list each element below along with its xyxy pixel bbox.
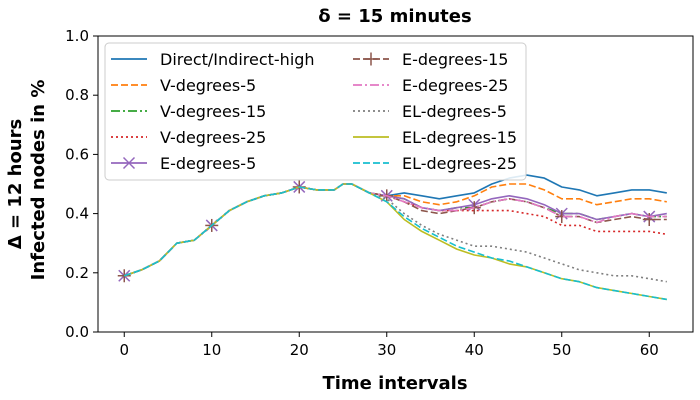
y-tick-label: 0.2 xyxy=(65,264,89,282)
legend-label: V-degrees-25 xyxy=(160,128,266,147)
x-tick-label: 0 xyxy=(119,341,129,359)
x-axis-title: Time intervals xyxy=(322,373,467,394)
legend-marker xyxy=(122,156,136,170)
y-axis-title-line2: Infected nodes in % xyxy=(28,80,49,281)
y-tick-label: 0.0 xyxy=(65,323,89,341)
legend-item-v-degrees-5: V-degrees-5 xyxy=(111,76,256,95)
series-marker-e-degrees-15 xyxy=(642,213,656,227)
y-tick-label: 0.4 xyxy=(65,205,89,223)
legend-item-el-degrees-5: EL-degrees-5 xyxy=(353,102,507,121)
x-tick-label: 10 xyxy=(202,341,221,359)
plot-frame xyxy=(97,35,694,333)
x-axis: 0 10 20 30 40 50 60 xyxy=(119,332,659,359)
series-el-degrees-25 xyxy=(124,183,667,301)
legend-item-v-degrees-25: V-degrees-25 xyxy=(111,128,266,147)
legend-label: EL-degrees-5 xyxy=(402,102,507,121)
legend-label: V-degrees-5 xyxy=(160,76,256,95)
x-tick-label: 60 xyxy=(640,341,659,359)
y-axis-title-line1: Δ = 12 hours xyxy=(5,119,26,249)
legend-item-direct-indirect-high: Direct/Indirect-high xyxy=(111,50,315,69)
y-tick-label: 0.6 xyxy=(65,145,89,163)
legend-item-e-degrees-15: E-degrees-15 xyxy=(353,50,508,69)
legend-marker xyxy=(364,52,378,66)
legend: Direct/Indirect-high V-degrees-5 V-degrees… xyxy=(104,42,527,181)
legend-item-v-degrees-15: V-degrees-15 xyxy=(111,102,266,121)
y-axis: 0.0 0.2 0.4 0.6 0.8 1.0 xyxy=(65,27,98,341)
series-layer xyxy=(117,174,667,301)
y-tick-label: 1.0 xyxy=(65,27,89,45)
series-e-degrees-25 xyxy=(124,183,667,277)
series-marker-e-degrees-15 xyxy=(117,269,131,283)
legend-item-e-degrees-25: E-degrees-25 xyxy=(353,76,508,95)
legend-box xyxy=(104,42,527,181)
legend-label: EL-degrees-15 xyxy=(402,128,517,147)
x-tick-label: 20 xyxy=(290,341,309,359)
series-el-degrees-15 xyxy=(124,183,667,301)
legend-label: E-degrees-25 xyxy=(402,76,508,95)
legend-label: E-degrees-5 xyxy=(160,154,256,173)
x-tick-label: 50 xyxy=(552,341,571,359)
x-tick-label: 30 xyxy=(377,341,396,359)
y-tick-label: 0.8 xyxy=(65,86,89,104)
legend-label: V-degrees-15 xyxy=(160,102,266,121)
chart-title: δ = 15 minutes xyxy=(318,6,471,27)
legend-label: Direct/Indirect-high xyxy=(160,50,315,69)
legend-item-e-degrees-5: E-degrees-5 xyxy=(111,154,256,173)
series-line-el-degrees-15 xyxy=(124,183,667,301)
legend-label: EL-degrees-25 xyxy=(402,154,517,173)
series-line-e-degrees-25 xyxy=(124,183,667,277)
x-tick-label: 40 xyxy=(465,341,484,359)
series-line-el-degrees-25 xyxy=(124,183,667,301)
legend-item-el-degrees-25: EL-degrees-25 xyxy=(353,154,517,173)
legend-label: E-degrees-15 xyxy=(402,50,508,69)
legend-item-el-degrees-15: EL-degrees-15 xyxy=(353,128,517,147)
series-e-degrees-15 xyxy=(117,180,667,283)
